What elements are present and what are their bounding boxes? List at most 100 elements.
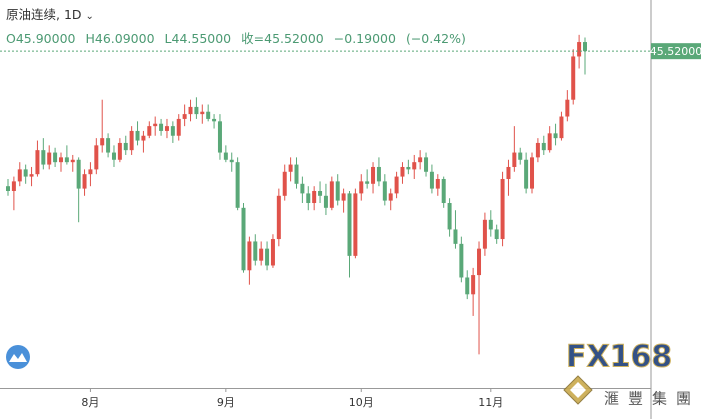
candle-body — [471, 275, 476, 295]
x-tick-label: 8月 — [81, 396, 99, 409]
x-tick-label: 9月 — [217, 396, 235, 409]
x-tick-label: 11月 — [478, 396, 503, 409]
candle-body — [94, 145, 99, 170]
candle-body — [235, 162, 240, 208]
candle-body — [382, 181, 387, 201]
last-price-label: 45.52000 — [650, 45, 703, 58]
open-label: O45.90000 — [6, 31, 76, 46]
candle-body — [453, 229, 458, 244]
candle-body — [288, 164, 293, 172]
candle-body — [512, 152, 517, 167]
symbol[interactable]: 原油连续, 1D — [6, 7, 82, 22]
candle-body — [371, 166, 376, 184]
candle-body — [488, 219, 493, 230]
candle-body — [553, 133, 558, 139]
candle-body — [541, 142, 546, 151]
candle-body — [482, 219, 487, 249]
low-label: L44.55000 — [164, 31, 232, 46]
candle-body — [347, 193, 352, 256]
candle-body — [318, 190, 323, 196]
candle-body — [441, 178, 446, 204]
candle-body — [376, 166, 381, 182]
candle-body — [117, 142, 122, 160]
legend: 原油连续, 1D ⌄ O45.90000 H46.09000 L44.55000 收=… — [6, 4, 476, 50]
candle-body — [306, 193, 311, 204]
symbol-row: 原油连续, 1D ⌄ — [6, 7, 94, 22]
x-tick-label: 10月 — [349, 396, 374, 409]
candle-body — [153, 123, 158, 127]
candle-body — [200, 111, 205, 115]
candle-body — [429, 171, 434, 189]
candle-body — [70, 159, 75, 163]
candle-body — [282, 171, 287, 196]
candle-body — [176, 118, 181, 136]
candle-body — [47, 152, 52, 165]
candle-body — [11, 181, 16, 191]
candle-body — [365, 181, 370, 184]
candle-body — [276, 195, 281, 240]
candle-body — [577, 42, 582, 57]
candle-body — [335, 181, 340, 201]
candle-body — [270, 239, 275, 266]
candle-body — [212, 118, 217, 122]
candle-body — [353, 193, 358, 256]
candle-body — [123, 142, 128, 151]
watermark: FX168 滙豐集團 — [563, 339, 700, 408]
candle-body — [477, 248, 482, 276]
candle-body — [111, 152, 116, 160]
candle-body — [159, 123, 164, 131]
close-label: 收=45.52000 — [241, 31, 324, 46]
candle-body — [35, 150, 40, 175]
last-price-tag — [651, 43, 701, 60]
candle-body — [312, 190, 317, 204]
change-pct-label: (−0.42%) — [405, 31, 466, 46]
candle-body — [129, 130, 134, 151]
candle-body — [100, 138, 105, 146]
change-label: −0.19000 — [333, 31, 396, 46]
candle-body — [265, 248, 270, 266]
candle-body — [583, 42, 587, 52]
candle-body — [494, 229, 499, 240]
watermark-sub: 滙豐集團 — [604, 390, 700, 408]
candle-body — [447, 203, 452, 230]
candle-body — [565, 99, 570, 117]
candle-body — [147, 126, 152, 136]
candle-body — [300, 183, 305, 194]
candle-body — [88, 169, 93, 175]
candle-body — [58, 157, 63, 163]
candle-body — [170, 126, 175, 136]
candle-body — [406, 166, 411, 170]
watermark-brand: FX168 — [566, 340, 672, 375]
candle-body — [329, 181, 334, 208]
candle-body — [253, 241, 258, 261]
candle-body — [23, 169, 28, 177]
candle-body — [247, 241, 252, 271]
candle-body — [164, 126, 169, 131]
candle-body — [388, 193, 393, 201]
candle-body — [64, 157, 69, 163]
candle-body — [530, 157, 535, 189]
candle-body — [188, 106, 193, 115]
candle-body — [506, 166, 511, 179]
candle-body — [465, 277, 470, 295]
candle-body — [6, 186, 10, 191]
candle-body — [571, 56, 576, 100]
candle-body — [182, 114, 187, 119]
candle-body — [53, 152, 58, 163]
candle-body — [241, 207, 246, 271]
candle-body — [135, 130, 140, 141]
high-label: H46.09000 — [85, 31, 155, 46]
candle-body — [217, 121, 222, 153]
candle-body — [17, 169, 22, 182]
candle-body — [141, 135, 146, 141]
ohlc-row: O45.90000 H46.09000 L44.55000 收=45.52000 −0.… — [6, 28, 476, 50]
candle-body — [294, 164, 299, 184]
candle-body — [518, 152, 523, 160]
candle-body — [82, 174, 87, 189]
candle-body — [459, 243, 464, 278]
candle-body — [559, 116, 564, 139]
candle-body — [106, 138, 111, 153]
candle-body — [418, 157, 423, 163]
